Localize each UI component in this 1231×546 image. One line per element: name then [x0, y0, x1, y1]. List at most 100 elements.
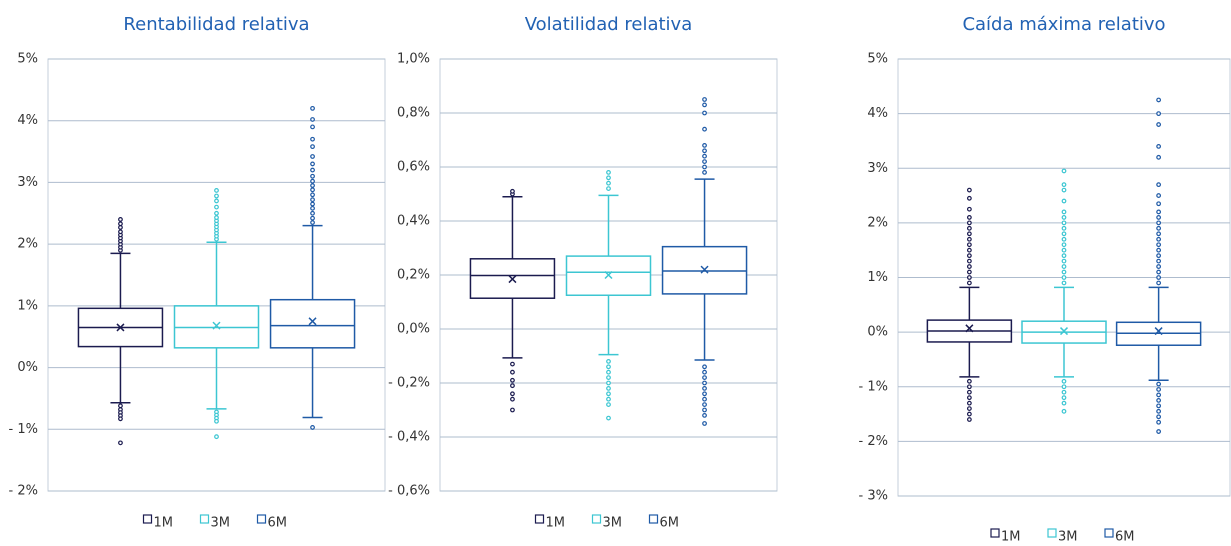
- outlier: [214, 434, 219, 440]
- outlier: [966, 378, 972, 384]
- outlier: [1061, 258, 1067, 264]
- mean-cross: [212, 321, 221, 330]
- outlier: [1156, 419, 1162, 425]
- outlier: [310, 117, 315, 122]
- legend-swatch: [648, 514, 659, 524]
- mean-marker: [212, 321, 221, 330]
- y-tick-label: 5%: [17, 52, 38, 67]
- legend-label: 3M: [1058, 530, 1078, 543]
- outlier: [606, 359, 611, 364]
- outlier: [702, 402, 707, 408]
- y-tick-label: - 2%: [9, 484, 38, 499]
- outlier: [310, 124, 315, 130]
- outlier: [702, 413, 707, 418]
- outlier: [1061, 220, 1067, 226]
- outlier: [310, 144, 315, 150]
- mean-marker: [965, 324, 974, 333]
- outlier: [310, 197, 315, 203]
- outlier: [214, 193, 219, 199]
- outlier: [966, 411, 972, 417]
- outlier: [1156, 269, 1162, 275]
- chart-title: Volatilidad relativa: [525, 14, 692, 35]
- outlier: [510, 383, 515, 389]
- outlier: [606, 364, 611, 370]
- outlier: [1061, 187, 1067, 193]
- outlier: [966, 242, 972, 248]
- outlier: [702, 421, 707, 426]
- outlier: [1156, 280, 1162, 286]
- legend-swatch: [256, 514, 267, 524]
- outlier: [310, 425, 315, 430]
- outlier: [966, 406, 972, 412]
- outlier: [606, 180, 611, 186]
- y-tick-label: 0,4%: [397, 214, 430, 229]
- outlier: [966, 215, 972, 220]
- outlier: [510, 391, 515, 397]
- outlier: [310, 201, 315, 207]
- outlier: [966, 231, 972, 237]
- outlier: [310, 187, 315, 193]
- y-tick-label: 0%: [867, 325, 888, 340]
- outlier: [118, 403, 123, 409]
- outlier: [310, 105, 315, 111]
- outlier: [214, 210, 219, 216]
- outlier: [1156, 111, 1162, 117]
- outlier: [1061, 389, 1067, 395]
- outlier: [1061, 253, 1067, 259]
- outlier: [1061, 264, 1067, 269]
- outlier: [214, 198, 219, 204]
- outlier: [1061, 280, 1067, 286]
- outlier: [1156, 264, 1162, 269]
- outlier: [1156, 392, 1162, 398]
- y-tick-label: 2%: [17, 237, 38, 252]
- outlier: [1061, 182, 1067, 188]
- outlier: [606, 402, 611, 408]
- outlier: [966, 275, 972, 280]
- outlier: [702, 148, 707, 154]
- y-tick-label: 1%: [17, 298, 38, 313]
- outlier: [702, 380, 707, 386]
- mean-cross: [116, 323, 125, 332]
- legend-label: 6M: [268, 516, 288, 531]
- outlier: [966, 389, 972, 395]
- mean-cross: [308, 317, 317, 326]
- outlier: [118, 440, 123, 446]
- outlier: [310, 173, 315, 179]
- outlier: [702, 126, 707, 132]
- mean-marker: [116, 323, 125, 332]
- outlier: [1156, 258, 1162, 264]
- outlier: [310, 154, 315, 159]
- mean-cross: [1059, 327, 1069, 336]
- mean-marker: [604, 270, 613, 280]
- outlier: [310, 183, 315, 188]
- y-tick-label: 3%: [867, 161, 888, 176]
- mean-cross: [1154, 327, 1163, 336]
- outlier: [966, 400, 972, 406]
- outlier: [606, 186, 611, 192]
- outlier: [702, 386, 707, 391]
- outlier: [118, 225, 123, 230]
- outlier: [1156, 231, 1162, 237]
- outlier: [702, 391, 707, 397]
- mean-marker: [700, 265, 709, 274]
- outlier: [214, 188, 219, 193]
- chart-panel: Rentabilidad relativa - 2% - 1% 0% 1% 2% 3% 4% 5…: [9, 14, 386, 531]
- legend-swatch: [199, 514, 210, 524]
- outlier: [118, 217, 123, 222]
- y-tick-label: - 1%: [859, 379, 888, 394]
- outlier: [310, 215, 315, 221]
- outlier: [966, 417, 972, 422]
- legend-swatch: [534, 514, 545, 524]
- outlier: [606, 375, 611, 381]
- outlier: [966, 225, 972, 231]
- outlier: [1156, 408, 1162, 414]
- outlier: [1061, 231, 1067, 237]
- outlier: [310, 167, 315, 173]
- outlier: [1061, 236, 1067, 242]
- outlier: [1156, 398, 1162, 403]
- outlier: [1156, 381, 1162, 387]
- outlier: [1156, 242, 1162, 248]
- outlier: [702, 407, 707, 413]
- outlier: [1156, 182, 1162, 188]
- outlier: [606, 380, 611, 386]
